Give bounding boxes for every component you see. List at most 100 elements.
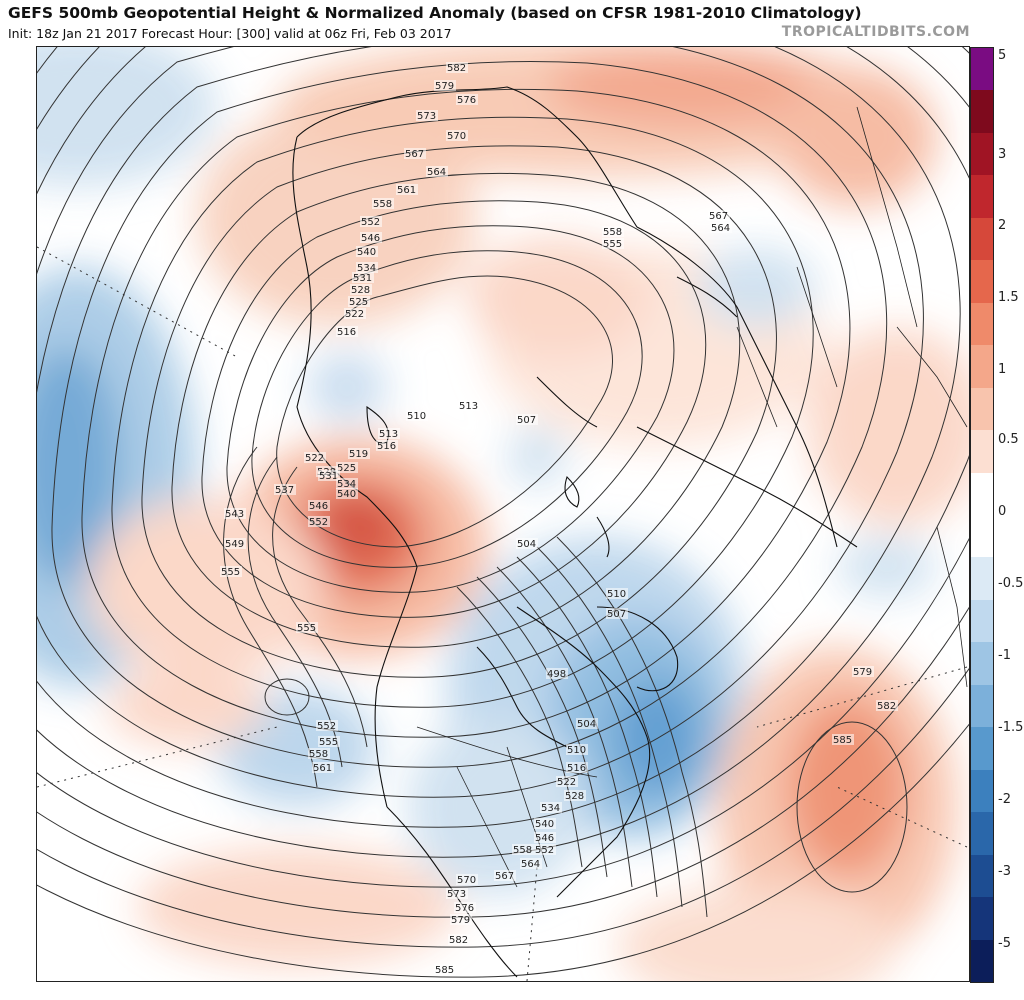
contour-label: 534 — [541, 803, 560, 814]
contour-label-bg — [336, 488, 358, 499]
contour-label: 546 — [309, 501, 328, 512]
contour-label: 549 — [225, 539, 244, 550]
contour-label-bg — [456, 94, 478, 105]
contour-label-bg — [308, 748, 330, 759]
contour-label: 561 — [397, 185, 416, 196]
contour-label-bg — [296, 622, 318, 633]
contour-label-bg — [318, 736, 340, 747]
contour-label-layer: 5825795765735705675645615585525465405345… — [220, 62, 898, 976]
contour-label: 585 — [833, 735, 852, 746]
colorbar-segment — [971, 345, 993, 389]
contour-label-bg — [512, 844, 534, 855]
contour-label-bg — [534, 832, 556, 843]
contour-label-bg — [606, 608, 628, 619]
colorbar-segment — [971, 132, 993, 176]
colorbar-segment — [971, 812, 993, 856]
colorbar-tick-label: -5 — [998, 936, 1011, 951]
contour-label: 504 — [577, 719, 596, 730]
contour-label: 516 — [337, 327, 356, 338]
contour-label: 579 — [435, 81, 454, 92]
contour-label: 552 — [361, 217, 380, 228]
contour-label: 513 — [459, 401, 478, 412]
contour-label: 522 — [557, 777, 576, 788]
contour-label-bg — [336, 462, 358, 473]
contour-label-bg — [360, 232, 382, 243]
contour-label: 510 — [567, 745, 586, 756]
contour-label: 519 — [349, 449, 368, 460]
contour-label-bg — [606, 588, 628, 599]
contour-label: 579 — [853, 667, 872, 678]
colorbar-segment — [971, 727, 993, 771]
contour-label-bg — [344, 308, 366, 319]
contour-label-bg — [446, 62, 468, 73]
contour-label-bg — [566, 744, 588, 755]
colorbar-segment — [971, 430, 993, 474]
contour-label-bg — [224, 538, 246, 549]
contour-label-bg — [316, 720, 338, 731]
contour-label: 552 — [309, 517, 328, 528]
chart-title: GEFS 500mb Geopotential Height & Normali… — [8, 4, 862, 22]
contour-label: 573 — [417, 111, 436, 122]
contour-label-bg — [396, 184, 418, 195]
contour-label: 528 — [351, 285, 370, 296]
contour-label: 516 — [567, 763, 586, 774]
contour-label: 546 — [535, 833, 554, 844]
contour-label: 564 — [521, 859, 540, 870]
contour-label: 516 — [377, 441, 396, 452]
contour-label: 558 — [603, 227, 622, 238]
colorbar-segment — [971, 557, 993, 601]
contour-label-bg — [434, 964, 456, 975]
contour-label: 576 — [455, 903, 474, 914]
contour-label-bg — [434, 80, 456, 91]
contour-label-bg — [426, 166, 448, 177]
colorbar-tick-label: -1 — [998, 648, 1011, 663]
contour-label: 576 — [457, 95, 476, 106]
contour-label-bg — [404, 148, 426, 159]
colorbar-tick-label: -3 — [998, 864, 1011, 879]
political-borders — [416, 106, 968, 888]
contour-label-bg — [416, 110, 438, 121]
colorbar-tick-label: 2 — [998, 218, 1007, 233]
contour-label: 504 — [517, 539, 536, 550]
contour-label-bg — [450, 914, 472, 925]
colorbar-segment — [971, 175, 993, 219]
contour-label-bg — [576, 718, 598, 729]
contour-label: 555 — [221, 567, 240, 578]
contour-label: 534 — [337, 479, 356, 490]
contour-label: 567 — [709, 211, 728, 222]
colorbar-segment — [971, 854, 993, 898]
contour-label-bg — [710, 222, 732, 233]
contour-label-bg — [448, 934, 470, 945]
colorbar-tick-label: -1.5 — [998, 720, 1024, 735]
contour-label-bg — [454, 902, 476, 913]
contour-label-bg — [564, 790, 586, 801]
colorbar-segment — [971, 515, 993, 558]
contour-label: 582 — [449, 935, 468, 946]
contour-label: 558 — [309, 749, 328, 760]
contour-label: 558 — [373, 199, 392, 210]
contour-label: 555 — [603, 239, 622, 250]
colorbar-tick-label: 5 — [998, 48, 1007, 63]
contour-label-bg — [336, 326, 358, 337]
contour-label: 570 — [447, 131, 466, 142]
contour-label: 537 — [275, 485, 294, 496]
contour-label-bg — [224, 508, 246, 519]
contour-label: 561 — [313, 763, 332, 774]
map-panel: 582 579 576 573 570 567 564 561 558 552 546 540 534 5… — [36, 46, 970, 982]
contour-label-bg — [406, 410, 428, 421]
colorbar-tick-label: 0 — [998, 504, 1007, 519]
colorbar-segment — [971, 217, 993, 261]
contour-label-bg — [566, 762, 588, 773]
contour-label: 582 — [447, 63, 466, 74]
graticule-guides — [37, 246, 968, 981]
anomaly-colorbar — [970, 47, 994, 983]
contour-label: 507 — [607, 609, 626, 620]
colorbar-segment — [971, 90, 993, 134]
contour-label-bg — [318, 470, 340, 481]
contour-label: 507 — [517, 415, 536, 426]
contour-label: 552 — [535, 845, 554, 856]
contour-label-bg — [376, 440, 398, 451]
colorbar-segment — [971, 48, 993, 91]
contour-label-bg — [446, 130, 468, 141]
contour-label-bg — [446, 888, 468, 899]
